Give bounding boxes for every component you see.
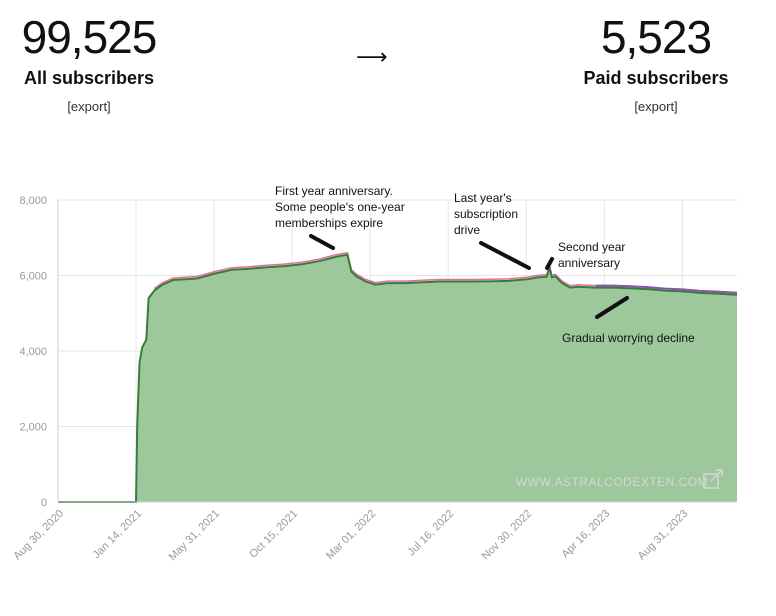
x-tick-label: Mar 01, 2022 (324, 508, 378, 562)
x-tick-label: Nov 30, 2022 (480, 508, 535, 563)
paid-subscribers-label: Paid subscribers (583, 68, 729, 88)
annotation-text: subscription (454, 207, 518, 221)
annotation-pointer (595, 296, 629, 319)
all-subscribers-label: All subscribers (23, 68, 155, 88)
annotation-text: anniversary (558, 256, 620, 270)
annotation-text: Gradual worrying decline (562, 331, 695, 345)
paid-subscribers-count: 5,523 (600, 11, 712, 63)
annotation-text: memberships expire (275, 216, 383, 230)
y-tick-label: 4,000 (19, 346, 47, 358)
all-subscribers-count: 99,525 (21, 11, 158, 63)
annotation-pointer (309, 234, 335, 250)
annotation-pointer (479, 241, 531, 270)
export-paid-subscribers-link[interactable]: [export] (634, 99, 678, 114)
annotation-text: drive (454, 223, 480, 237)
x-tick-label: Jan 14, 2021 (91, 508, 144, 561)
chart-series (58, 251, 738, 503)
paid-subscribers-stat: 5,523 Paid subscribers [export] (580, 14, 732, 114)
x-tick-label: Aug 30, 2020 (11, 508, 66, 563)
annotation-text: First year anniversary. (275, 184, 393, 198)
annotation-pointer (545, 257, 554, 270)
subscribers-line (58, 253, 738, 503)
export-all-subscribers-link[interactable]: [export] (67, 99, 111, 114)
all-subscribers-stat: 99,525 All subscribers [export] (14, 14, 164, 114)
x-tick-label: Apr 16, 2023 (559, 508, 612, 561)
y-tick-label: 6,000 (19, 271, 47, 283)
x-tick-label: Oct 15, 2021 (247, 508, 300, 561)
chart-annotations: First year anniversary. Some people's one… (275, 184, 695, 345)
subscribers-top-line-purple (595, 284, 738, 294)
annotation-text: Some people's one-year (275, 200, 405, 214)
y-tick-label: 0 (41, 497, 47, 509)
annotation-text: Last year's (454, 191, 512, 205)
y-tick-label: 2,000 (19, 422, 47, 434)
external-link-icon (703, 469, 723, 489)
x-tick-label: Jul 16, 2022 (405, 508, 456, 559)
y-tick-label: 8,000 (19, 195, 47, 207)
x-tick-label: May 31, 2021 (167, 508, 223, 564)
arrow-right-icon: ⟶ (356, 44, 388, 69)
subscribers-area-fill (58, 254, 737, 502)
watermark-text: WWW.ASTRALCODEXTEN.COM (516, 475, 708, 489)
annotation-text: Second year (558, 240, 625, 254)
x-tick-label: Aug 31, 2023 (636, 508, 691, 563)
